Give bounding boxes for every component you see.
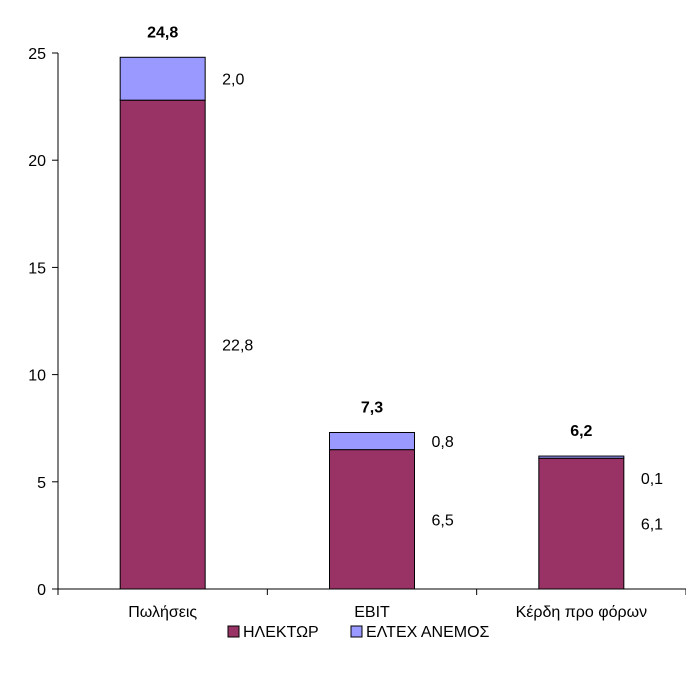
total-label: 7,3 <box>361 399 383 416</box>
y-tick-label: 5 <box>37 475 46 492</box>
total-label: 6,2 <box>570 423 592 440</box>
bar-segment-ilektor <box>119 99 206 590</box>
y-tick-label: 0 <box>37 582 46 599</box>
bar-segment-ilektor <box>329 449 415 590</box>
y-tick-label: 10 <box>28 368 46 385</box>
bars-group <box>119 56 625 590</box>
labels-group: Πωλήσεις 24,8 22,8 2,0 EBIT 7,3 6,5 0,8 Κέρδη πρ… <box>128 24 663 621</box>
data-label-ilektor: 6,1 <box>641 517 663 534</box>
data-label-eltex-anemos: 2,0 <box>222 72 244 89</box>
bar-segment-ilektor <box>538 457 625 590</box>
total-label: 24,8 <box>147 24 178 41</box>
x-tick-label: EBIT <box>354 604 390 621</box>
bar-segment-eltex-anemos <box>329 431 415 451</box>
data-label-eltex-anemos: 0,8 <box>432 434 454 451</box>
bar-segment-eltex-anemos <box>538 455 625 459</box>
data-label-eltex-anemos: 0,1 <box>641 471 663 488</box>
bar-segment-eltex-anemos <box>119 56 206 101</box>
y-tick-label: 20 <box>28 153 46 170</box>
data-label-ilektor: 22,8 <box>222 338 253 355</box>
legend-label: ΗΛΕΚΤΩΡ <box>243 624 319 641</box>
data-label-ilektor: 6,5 <box>432 512 454 529</box>
legend-label: ΕΛΤΕΧ ΑΝΕΜΟΣ <box>366 624 490 641</box>
y-tick-label: 15 <box>28 260 46 277</box>
x-tick-label: Πωλήσεις <box>128 604 197 621</box>
y-tick-label: 25 <box>28 46 46 63</box>
legend-swatch <box>227 625 240 638</box>
x-tick-label: Κέρδη προ φόρων <box>516 604 648 621</box>
legend-swatch <box>350 625 363 638</box>
legend: ΗΛΕΚΤΩΡ ΕΛΤΕΧ ΑΝΕΜΟΣ <box>227 624 490 641</box>
